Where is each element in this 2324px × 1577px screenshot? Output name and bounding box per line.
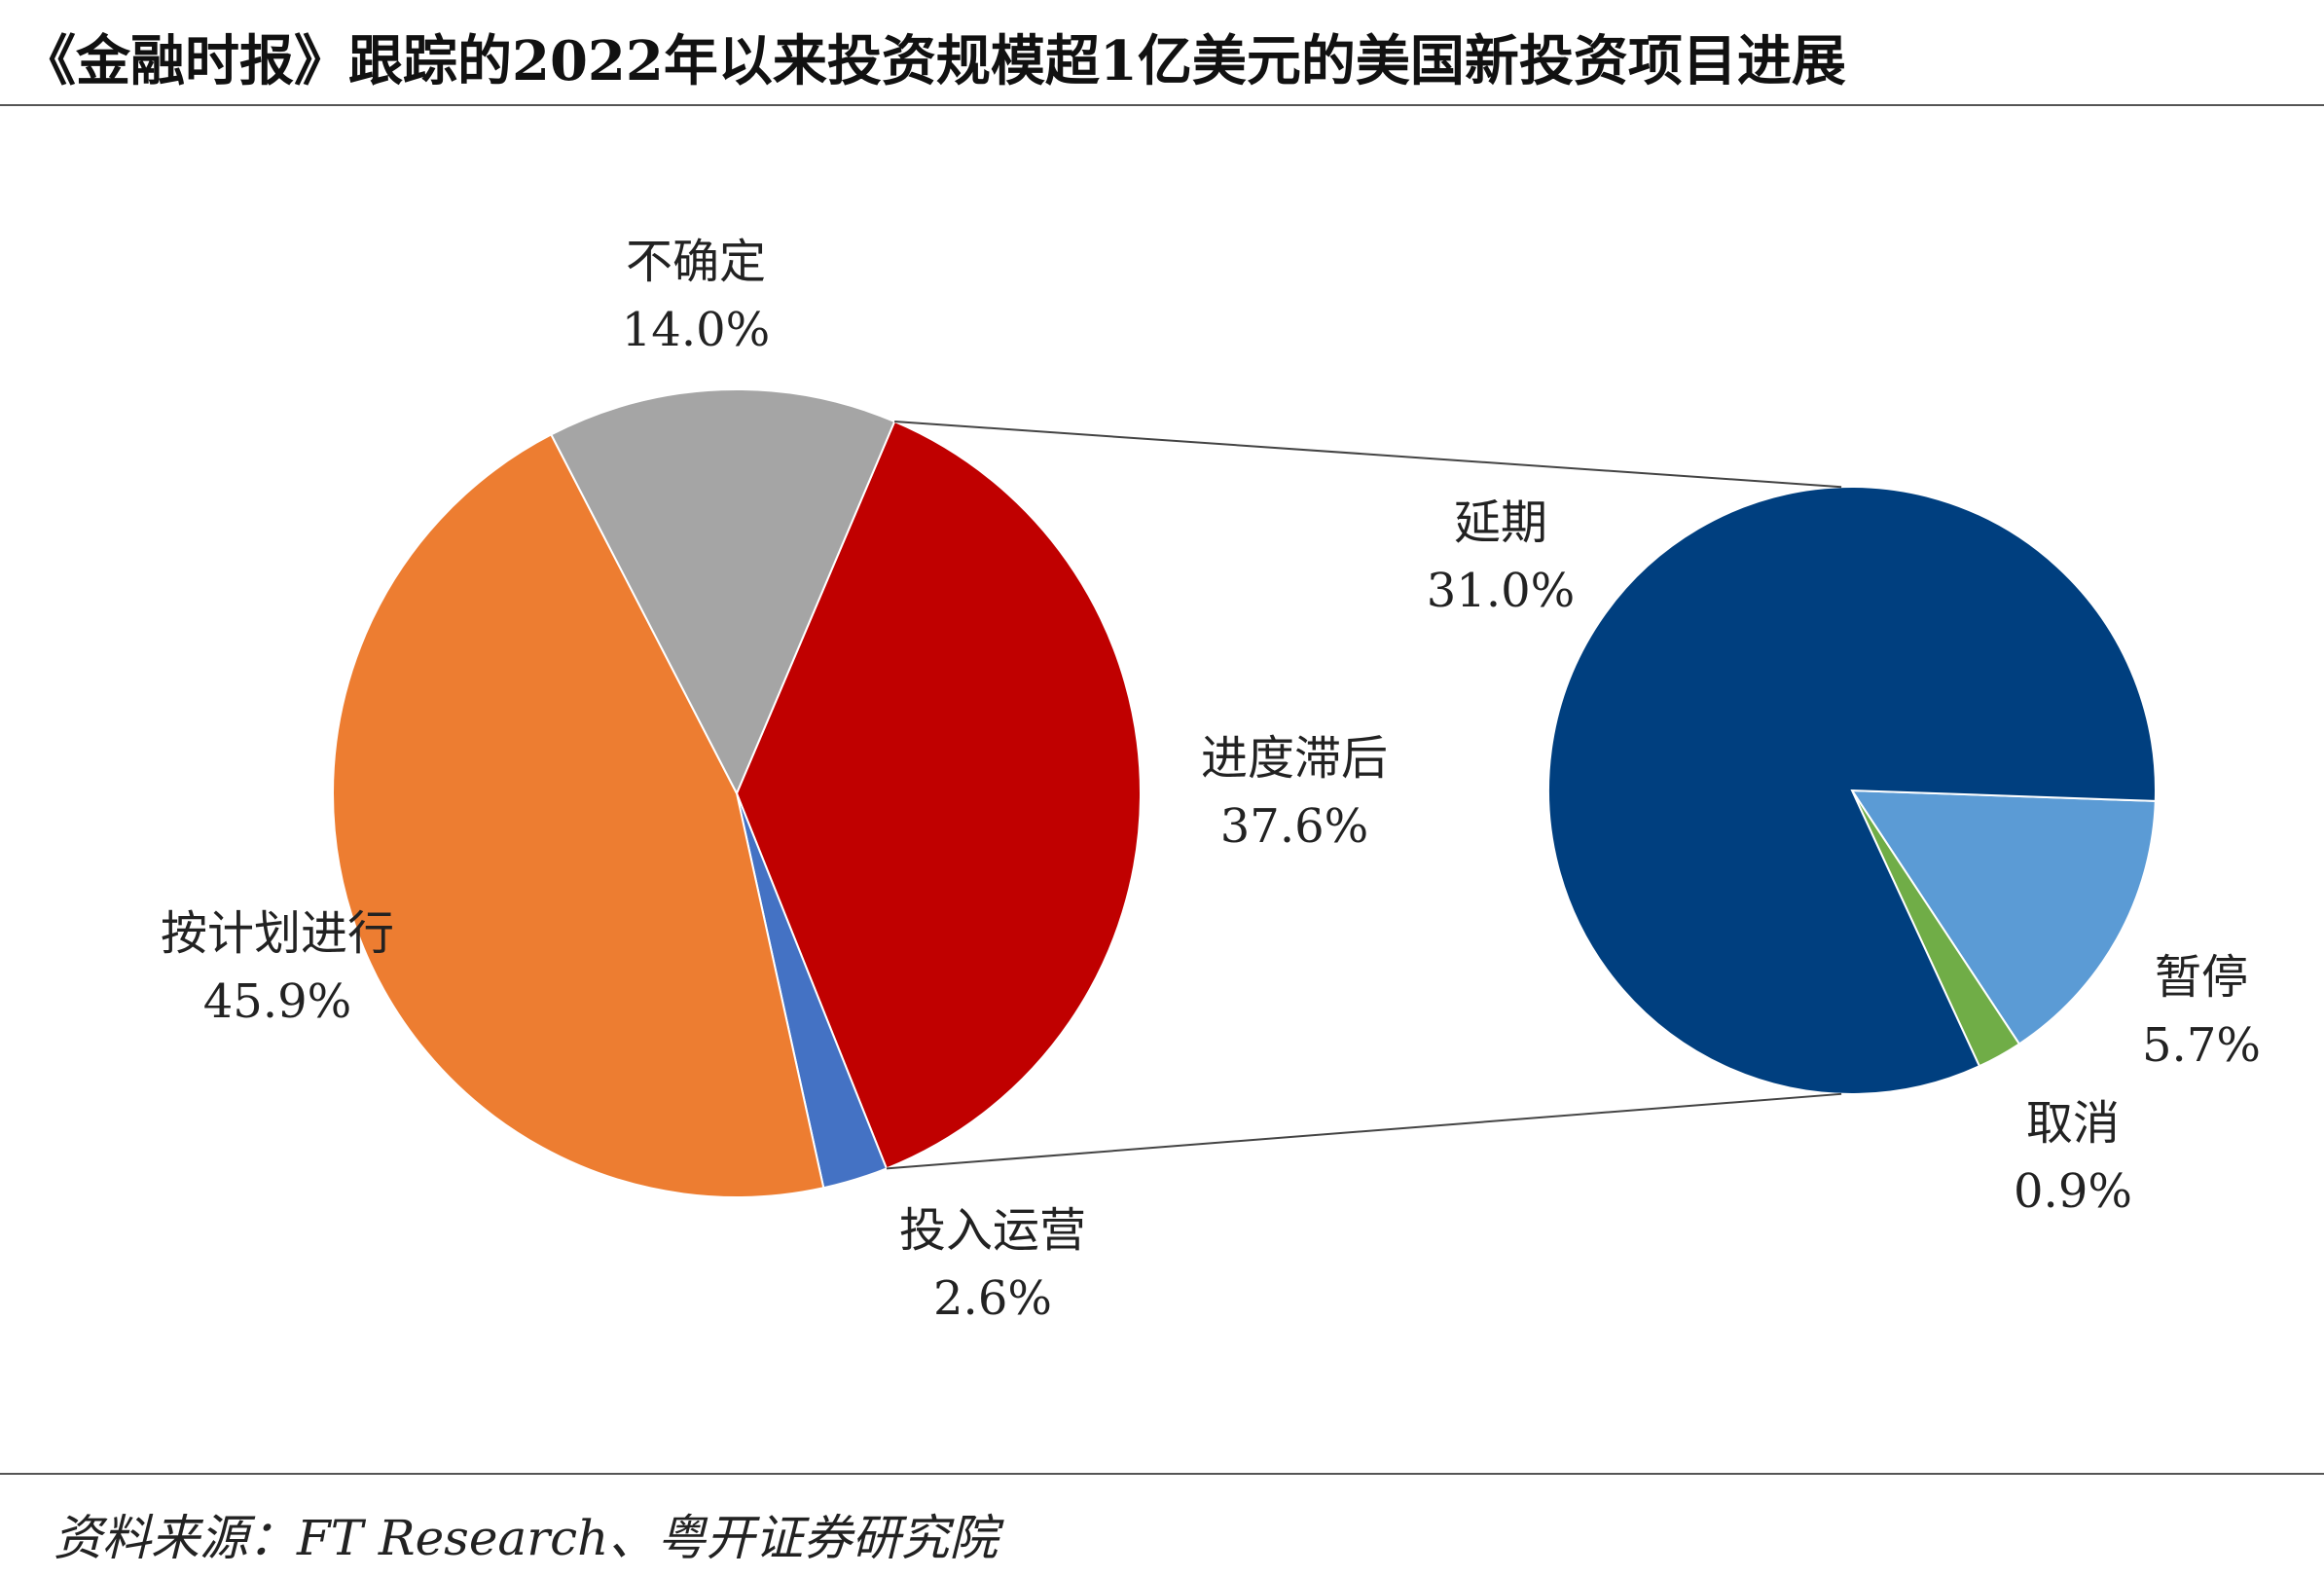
breakdown-pie-label-0: 延期 xyxy=(1454,495,1547,550)
main-pie-label-0: 进度滞后 xyxy=(1201,731,1388,786)
breakdown-pie-label-1: 暂停 xyxy=(2155,950,2248,1005)
chart-title: 《金融时报》跟踪的2022年以来投资规模超1亿美元的美国新投资项目进展 xyxy=(21,29,1846,93)
breakdown-pie-value-0: 31.0% xyxy=(1427,564,1575,618)
main-pie-label-1: 投入运营 xyxy=(899,1203,1086,1258)
connector-line-0 xyxy=(894,420,1842,489)
connector-lines xyxy=(886,420,1842,1170)
main-pie-value-0: 37.6% xyxy=(1220,799,1368,854)
main-pie-label-3: 不确定 xyxy=(626,235,766,289)
data-labels: 进度滞后 37.6% 投入运营 2.6% 按计划进行 45.9% 不确定 14.0% 延期 31.… xyxy=(161,235,2261,1326)
main-pie xyxy=(332,388,1142,1198)
breakdown-pie-label-2: 取消 xyxy=(2026,1096,2120,1151)
breakdown-pie-slice-0 xyxy=(1547,486,2157,1095)
breakdown-pie-value-2: 0.9% xyxy=(2014,1164,2132,1219)
main-pie-slice-3 xyxy=(549,388,896,796)
connector-line-1 xyxy=(886,1092,1842,1170)
bottom-rule xyxy=(0,1473,2324,1475)
pie-of-pie-chart: 进度滞后 37.6% 投入运营 2.6% 按计划进行 45.9% 不确定 14.0% 延期 31.… xyxy=(161,235,2261,1326)
breakdown-pie-slice-1 xyxy=(1850,788,2157,1045)
main-pie-slice-2 xyxy=(332,433,825,1198)
source-note: 资料来源：FT Research、粤开证券研究院 xyxy=(54,1510,999,1566)
main-pie-label-2: 按计划进行 xyxy=(161,906,394,961)
main-pie-value-3: 14.0% xyxy=(622,303,770,357)
breakdown-pie-value-1: 5.7% xyxy=(2142,1018,2261,1073)
main-pie-slice-0 xyxy=(735,420,1142,1170)
top-rule xyxy=(0,104,2324,106)
breakdown-pie xyxy=(1547,486,2157,1095)
main-pie-value-2: 45.9% xyxy=(203,974,351,1029)
main-pie-value-1: 2.6% xyxy=(933,1271,1052,1326)
